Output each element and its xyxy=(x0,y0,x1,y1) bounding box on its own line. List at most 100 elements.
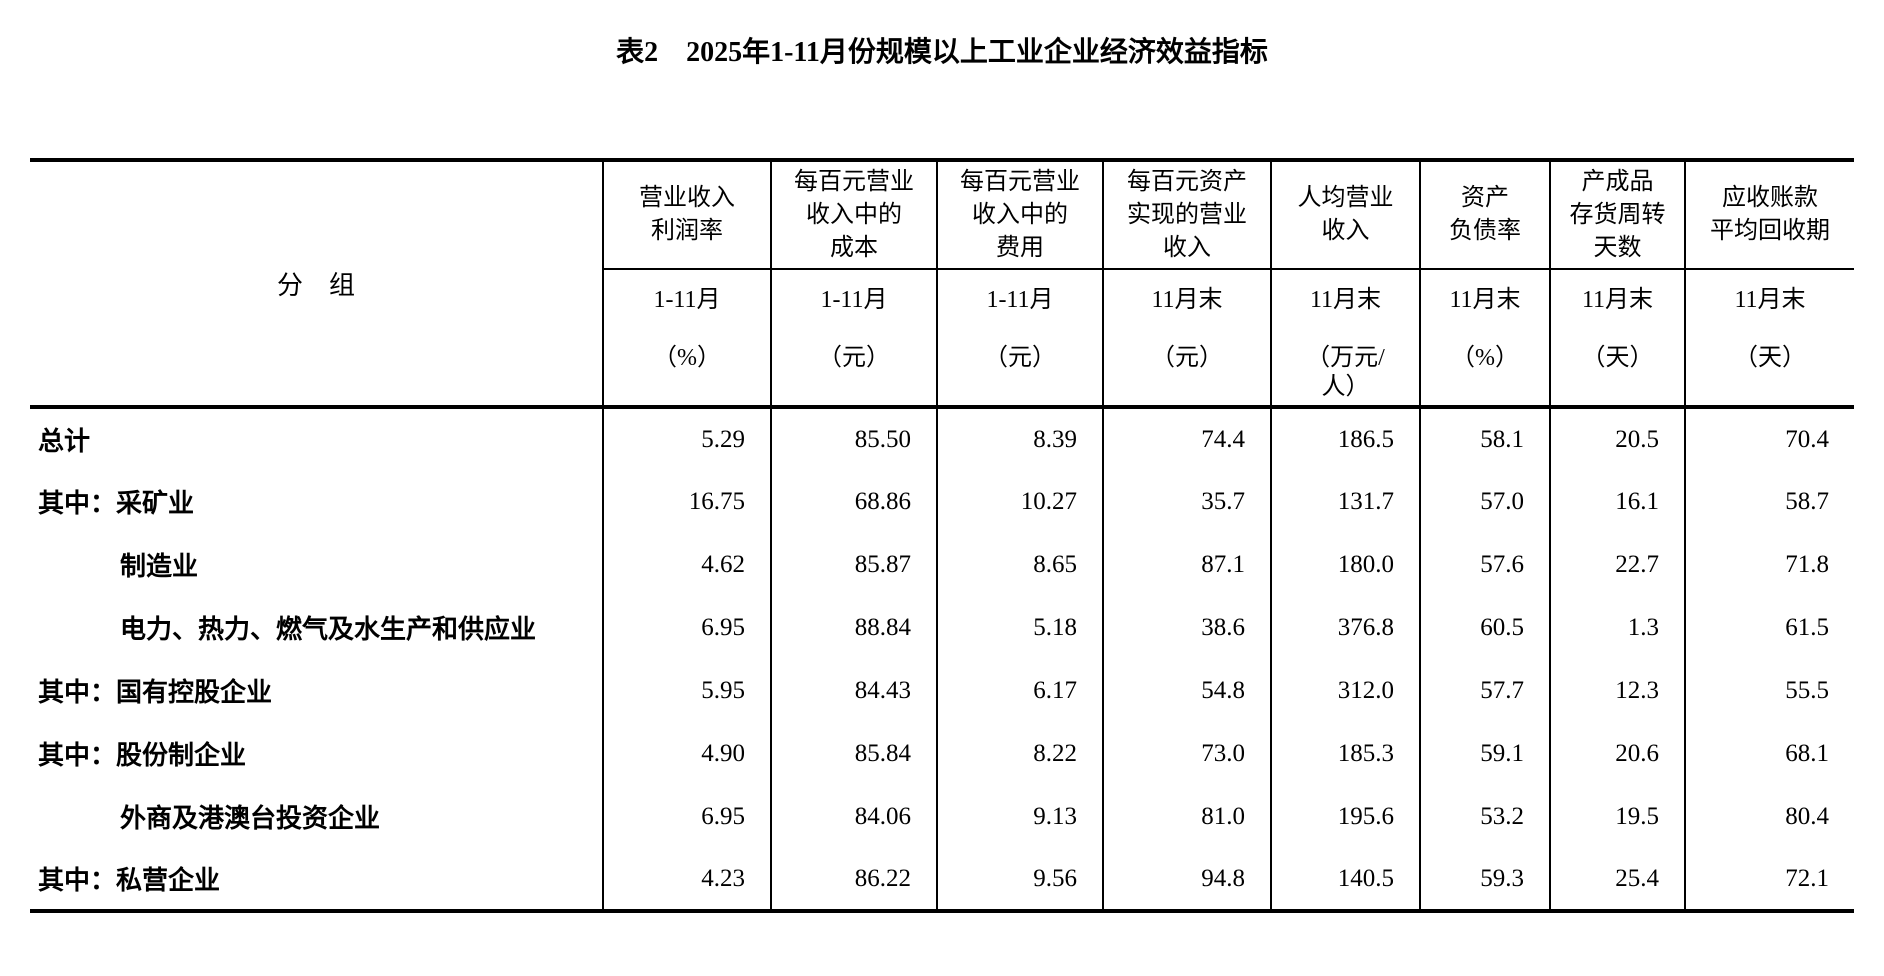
column-unit-line: （万元/ xyxy=(1306,345,1385,371)
value-cell: 58.1 xyxy=(1419,407,1550,470)
value-cell: 68.86 xyxy=(770,470,937,533)
column-period-unit-6: 11月末 （天） xyxy=(1549,269,1685,409)
column-header-line: 收入中的 xyxy=(806,201,902,228)
column-period-unit-7: 11月末 （天） xyxy=(1684,269,1854,409)
column-period-unit-4: 11月末 （万元/人） xyxy=(1270,269,1420,409)
value-cell: 59.3 xyxy=(1419,848,1550,911)
table-row: 其中：国有控股企业 5.95 84.43 6.17 54.8 312.0 57.7 12.3 5… xyxy=(30,659,1854,722)
column-header-line: 每百元营业 xyxy=(794,168,914,195)
table-header: 分 组 营业收入 利润率 每百元营业 收入中的 成本 每百元营业 收入中的 费用 每百元资产 实现… xyxy=(30,160,1854,409)
column-unit: （万元/人） xyxy=(1272,344,1419,402)
column-period: 11月末 xyxy=(1151,287,1223,313)
column-header-line: 实现的营业 xyxy=(1127,201,1247,228)
value-cell: 86.22 xyxy=(770,848,937,911)
column-header-line: 存货周转 xyxy=(1569,201,1666,228)
value-cell: 85.84 xyxy=(770,722,937,785)
value-cell: 68.1 xyxy=(1684,722,1854,785)
column-period-unit-3: 11月末 （元） xyxy=(1102,269,1271,409)
value-cell: 72.1 xyxy=(1684,848,1854,911)
table-row: 其中：私营企业 4.23 86.22 9.56 94.8 140.5 59.3 25.4 72.… xyxy=(30,848,1854,911)
column-header-line: 产成品 xyxy=(1581,168,1654,195)
value-cell: 59.1 xyxy=(1419,722,1550,785)
column-unit: （天） xyxy=(1551,344,1684,373)
column-header-line: 收入中的 xyxy=(972,201,1068,228)
row-label: 其中：私营企业 xyxy=(38,866,221,895)
value-cell: 8.22 xyxy=(936,722,1103,785)
value-cell: 4.62 xyxy=(602,533,771,596)
value-cell: 35.7 xyxy=(1102,470,1271,533)
value-cell: 140.5 xyxy=(1270,848,1420,911)
column-header-line: 负债率 xyxy=(1449,218,1521,244)
column-header-5: 资产 负债率 xyxy=(1419,160,1550,270)
value-cell: 20.5 xyxy=(1549,407,1685,470)
table-row: 其中：采矿业 16.75 68.86 10.27 35.7 131.7 57.0 16.1 58… xyxy=(30,470,1854,533)
column-period: 11月末 xyxy=(1309,287,1382,313)
value-cell: 186.5 xyxy=(1270,407,1420,470)
value-cell: 6.95 xyxy=(602,785,771,848)
value-cell: 8.65 xyxy=(936,533,1103,596)
table-row: 外商及港澳台投资企业 6.95 84.06 9.13 81.0 195.6 53.2 19.5… xyxy=(30,785,1854,848)
value-cell: 4.90 xyxy=(602,722,771,785)
column-header-2: 每百元营业 收入中的 费用 xyxy=(936,160,1103,270)
value-cell: 57.0 xyxy=(1419,470,1550,533)
value-cell: 71.8 xyxy=(1684,533,1854,596)
column-unit-line: （%） xyxy=(653,345,721,371)
header-period-unit-row: 1-11月 （%） 1-11月 （元） 1-11月 （元） 11月末 （元） 11月末 （万元/人… xyxy=(30,269,1854,409)
value-cell: 85.50 xyxy=(770,407,937,470)
table-row: 总计 5.29 85.50 8.39 74.4 186.5 58.1 20.5 70.4 xyxy=(30,407,1854,470)
table-row: 其中：股份制企业 4.90 85.84 8.22 73.0 185.3 59.1 20.6 68… xyxy=(30,722,1854,785)
table-body: 总计 5.29 85.50 8.39 74.4 186.5 58.1 20.5 70.4 其中：采… xyxy=(30,407,1854,911)
column-period-unit-0: 1-11月 （%） xyxy=(602,269,771,409)
column-header-line: 每百元资产 xyxy=(1127,168,1247,195)
value-cell: 12.3 xyxy=(1549,659,1685,722)
value-cell: 5.29 xyxy=(602,407,771,470)
column-header-line: 利润率 xyxy=(651,218,723,244)
column-header-line: 收入 xyxy=(1321,218,1370,244)
column-unit: （元） xyxy=(1104,344,1270,373)
column-period: 1-11月 xyxy=(653,287,721,313)
value-cell: 22.7 xyxy=(1549,533,1685,596)
row-label: 总计 xyxy=(38,427,91,456)
value-cell: 5.95 xyxy=(602,659,771,722)
column-header-line: 每百元营业 xyxy=(960,168,1080,195)
column-unit-line: （%） xyxy=(1451,345,1519,371)
column-unit: （元） xyxy=(772,344,936,373)
row-label: 其中：股份制企业 xyxy=(38,741,247,770)
column-unit-line: （天） xyxy=(1734,345,1806,371)
value-cell: 9.13 xyxy=(936,785,1103,848)
value-cell: 19.5 xyxy=(1549,785,1685,848)
page-title: 表2 2025年1-11月份规模以上工业企业经济效益指标 xyxy=(616,37,1268,68)
value-cell: 25.4 xyxy=(1549,848,1685,911)
column-period: 11月末 xyxy=(1581,287,1654,313)
value-cell: 16.1 xyxy=(1549,470,1685,533)
column-header-line: 应收账款 xyxy=(1722,185,1818,211)
column-period: 11月末 xyxy=(1734,287,1806,313)
column-header-line: 成本 xyxy=(830,234,878,261)
value-cell: 60.5 xyxy=(1419,596,1550,659)
value-cell: 58.7 xyxy=(1684,470,1854,533)
value-cell: 10.27 xyxy=(936,470,1103,533)
column-unit: （%） xyxy=(1421,344,1549,373)
group-header: 分 组 xyxy=(30,160,603,409)
value-cell: 131.7 xyxy=(1270,470,1420,533)
column-header-0: 营业收入 利润率 xyxy=(602,160,771,270)
value-cell: 195.6 xyxy=(1270,785,1420,848)
value-cell: 20.6 xyxy=(1549,722,1685,785)
column-header-line: 资产 xyxy=(1461,185,1509,211)
column-period: 1-11月 xyxy=(820,287,888,313)
value-cell: 81.0 xyxy=(1102,785,1271,848)
value-cell: 85.87 xyxy=(770,533,937,596)
column-unit-line: （元） xyxy=(984,345,1056,371)
value-cell: 70.4 xyxy=(1684,407,1854,470)
column-unit-line: 人） xyxy=(1321,374,1370,400)
column-period: 11月末 xyxy=(1449,287,1521,313)
value-cell: 312.0 xyxy=(1270,659,1420,722)
value-cell: 9.56 xyxy=(936,848,1103,911)
value-cell: 16.75 xyxy=(602,470,771,533)
value-cell: 88.84 xyxy=(770,596,937,659)
value-cell: 61.5 xyxy=(1684,596,1854,659)
value-cell: 74.4 xyxy=(1102,407,1271,470)
column-unit: （天） xyxy=(1686,344,1854,373)
value-cell: 57.6 xyxy=(1419,533,1550,596)
column-period-unit-1: 1-11月 （元） xyxy=(770,269,937,409)
